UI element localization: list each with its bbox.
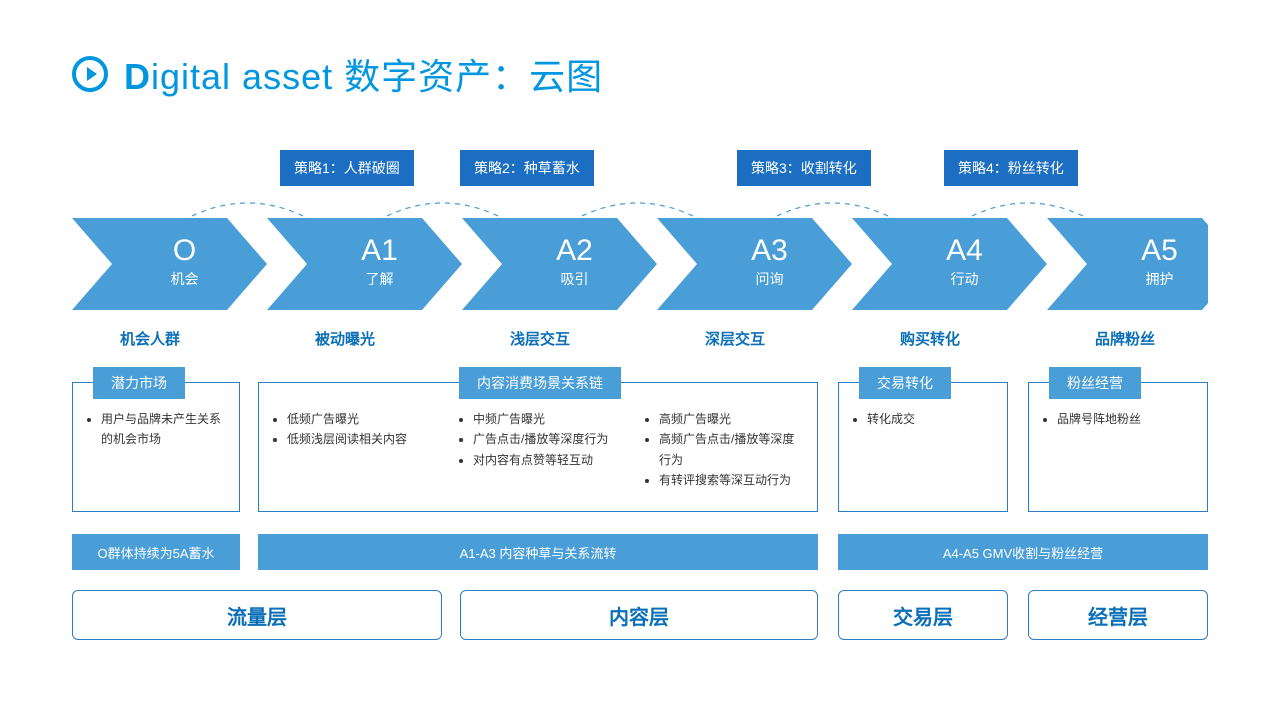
list-item: 高频广告点击/播放等深度行为 (659, 429, 805, 470)
detail-box-tab: 潜力市场 (93, 367, 185, 399)
strategy-tag-4: 策略4：粉丝转化 (944, 150, 1078, 186)
stage-label-4: 购买转化 (890, 328, 970, 349)
layer-box-3: 经营层 (1028, 590, 1208, 640)
arrow-flow: O机会A1了解A2吸引A3问询A4行动A5拥护 (72, 218, 1208, 310)
layers-row: 流量层内容层交易层经营层 (72, 590, 1208, 644)
list-item: 低频广告曝光 (287, 409, 433, 429)
arrow-stage-A3: A3问询 (697, 234, 842, 289)
arrow-stage-O: O机会 (112, 234, 257, 289)
arrow-stage-A2: A2吸引 (502, 234, 647, 289)
detail-box-1: 内容消费场景关系链低频广告曝光低频浅层阅读相关内容中频广告曝光广告点击/播放等深… (258, 382, 818, 512)
stage-label-3: 深层交互 (695, 328, 775, 349)
strategy-tag-3: 策略3：收割转化 (737, 150, 871, 186)
list-item: 高频广告曝光 (659, 409, 805, 429)
detail-box-tab: 粉丝经营 (1049, 367, 1141, 399)
list-item: 品牌号阵地粉丝 (1057, 409, 1195, 429)
page-title: Digital asset 数字资产：云图 (124, 48, 603, 100)
list-item: 用户与品牌未产生关系的机会市场 (101, 409, 227, 450)
stage-label-1: 被动曝光 (305, 328, 385, 349)
diagram-content: 策略1：人群破圈 策略2：种草蓄水 策略3：收割转化 策略4：粉丝转化 O机会 A1了解… (72, 150, 1208, 644)
list-item: 中频广告曝光 (473, 409, 619, 429)
arrow-stage-A4: A4行动 (892, 234, 1037, 289)
list-item: 有转评搜索等深互动行为 (659, 470, 805, 490)
stage-label-0: 机会人群 (110, 328, 190, 349)
layer-box-0: 流量层 (72, 590, 442, 640)
detail-box-tab: 交易转化 (859, 367, 951, 399)
detail-box-2: 交易转化转化成交 (838, 382, 1008, 512)
arrow-stage-A5: A5拥护 (1087, 234, 1232, 289)
list-item: 对内容有点赞等轻互动 (473, 450, 619, 470)
summary-bar-0: O群体持续为5A蓄水 (72, 534, 240, 570)
list-item: 低频浅层阅读相关内容 (287, 429, 433, 449)
summary-bar-2: A4-A5 GMV收割与粉丝经营 (838, 534, 1208, 570)
summary-row: O群体持续为5A蓄水 A1-A3 内容种草与关系流转 A4-A5 GMV收割与粉丝经… (72, 534, 1208, 570)
detail-boxes-row: 潜力市场用户与品牌未产生关系的机会市场内容消费场景关系链低频广告曝光低频浅层阅读… (72, 382, 1208, 522)
arrow-stage-A1: A1了解 (307, 234, 452, 289)
dashed-arcs (72, 188, 1208, 218)
strategy-row: 策略1：人群破圈 策略2：种草蓄水 策略3：收割转化 策略4：粉丝转化 (72, 150, 1208, 190)
stage-labels-row: 机会人群 被动曝光 浅层交互 深层交互 购买转化 品牌粉丝 (72, 328, 1208, 358)
stage-label-2: 浅层交互 (500, 328, 580, 349)
play-circle-icon (72, 56, 108, 92)
page-title-row: Digital asset 数字资产：云图 (0, 0, 1280, 100)
list-item: 转化成交 (867, 409, 995, 429)
layer-box-2: 交易层 (838, 590, 1008, 640)
summary-bar-1: A1-A3 内容种草与关系流转 (258, 534, 818, 570)
strategy-tag-1: 策略1：人群破圈 (280, 150, 414, 186)
strategy-tag-2: 策略2：种草蓄水 (460, 150, 594, 186)
detail-box-0: 潜力市场用户与品牌未产生关系的机会市场 (72, 382, 240, 512)
stage-label-5: 品牌粉丝 (1085, 328, 1165, 349)
layer-box-1: 内容层 (460, 590, 818, 640)
list-item: 广告点击/播放等深度行为 (473, 429, 619, 449)
detail-box-3: 粉丝经营品牌号阵地粉丝 (1028, 382, 1208, 512)
detail-box-tab: 内容消费场景关系链 (459, 367, 621, 399)
